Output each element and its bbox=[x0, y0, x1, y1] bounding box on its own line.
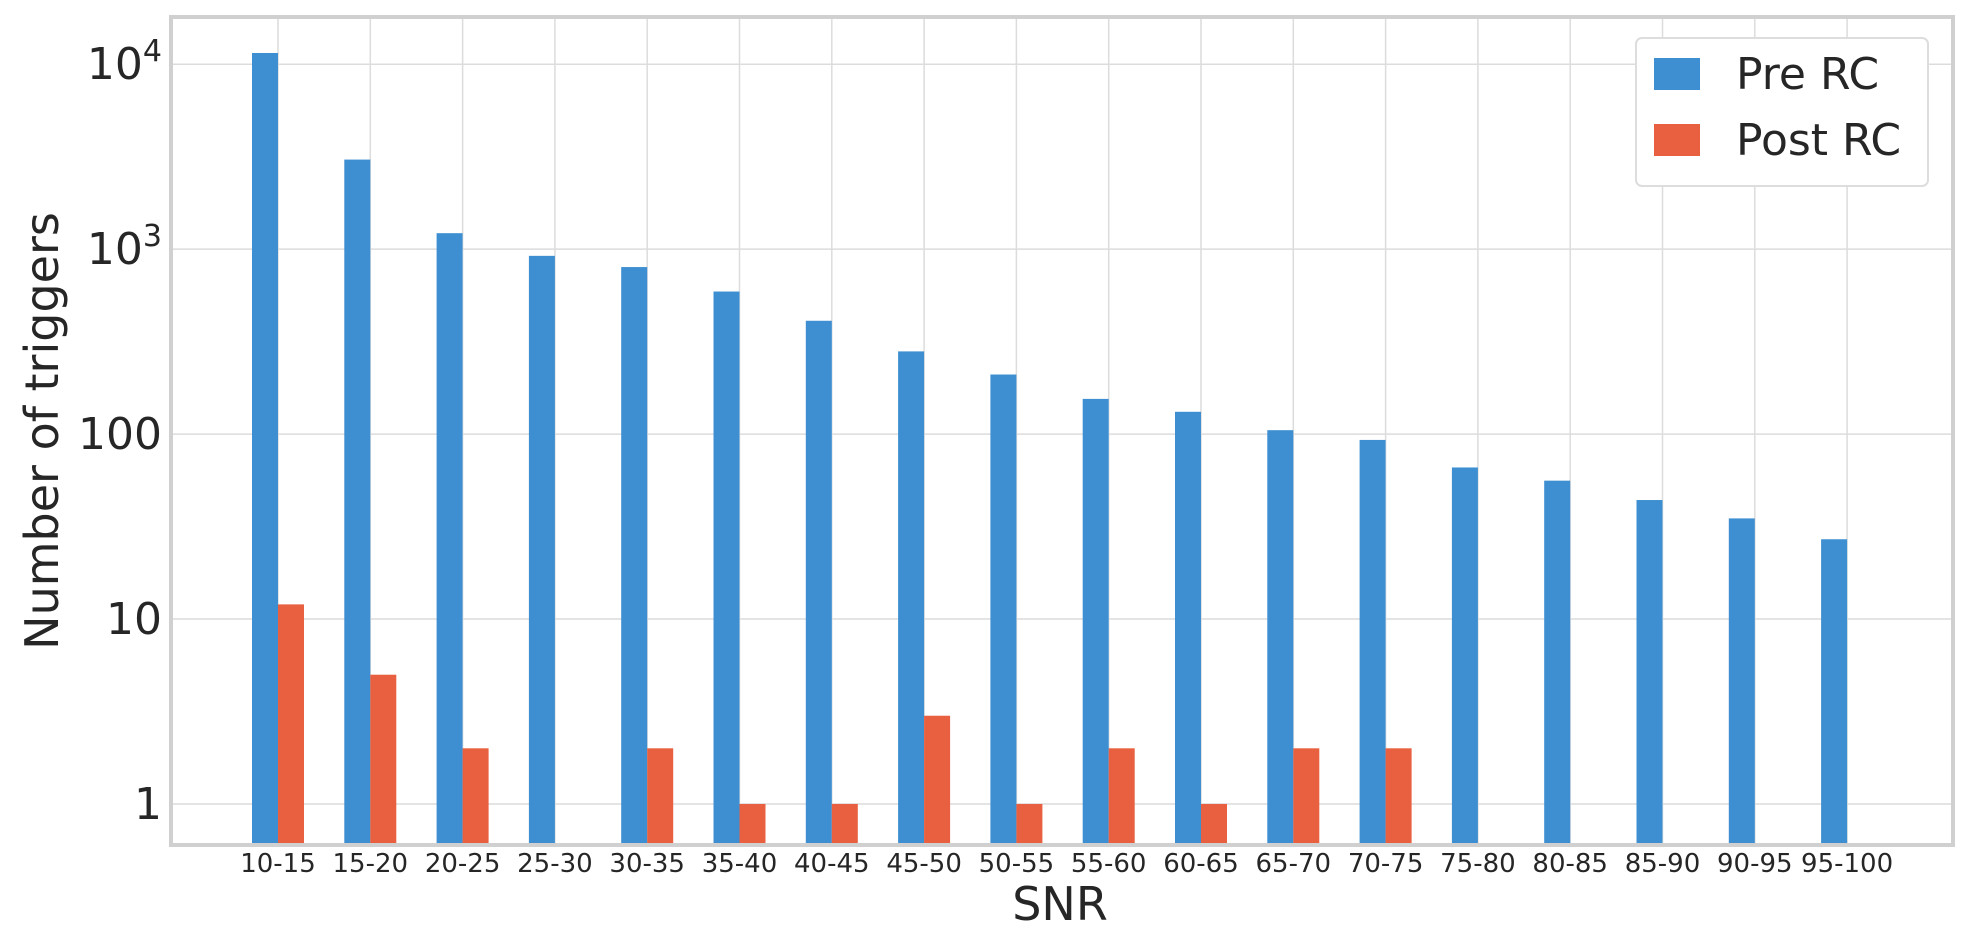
x-tick-label: 55-60 bbox=[1071, 849, 1147, 879]
x-tick-label: 60-65 bbox=[1163, 849, 1239, 879]
bar-post-rc-20-25 bbox=[462, 748, 489, 845]
bar-pre-rc-35-40 bbox=[713, 291, 740, 845]
x-tick-label: 50-55 bbox=[979, 849, 1055, 879]
legend-frame bbox=[1635, 37, 1929, 187]
bar-post-rc-15-20 bbox=[370, 674, 397, 845]
legend: Pre RC Post RC bbox=[1635, 37, 1929, 187]
bar-pre-rc-75-80 bbox=[1451, 467, 1478, 845]
bar-post-rc-40-45 bbox=[831, 803, 858, 845]
y-tick-label: 103 bbox=[87, 219, 162, 275]
y-tick-label: 104 bbox=[87, 34, 162, 90]
x-tick-label: 45-50 bbox=[886, 849, 962, 879]
y-tick-label: 1 bbox=[134, 779, 162, 830]
bar-post-rc-50-55 bbox=[1016, 803, 1043, 845]
x-tick-label: 30-35 bbox=[609, 849, 685, 879]
bar-pre-rc-40-45 bbox=[805, 320, 832, 845]
bar-pre-rc-55-60 bbox=[1082, 398, 1109, 845]
bar-pre-rc-25-30 bbox=[528, 255, 555, 845]
x-tick-label: 10-15 bbox=[240, 849, 316, 879]
bar-pre-rc-10-15 bbox=[252, 52, 278, 846]
bar-post-rc-35-40 bbox=[739, 803, 766, 845]
plot-frame bbox=[169, 15, 1955, 847]
x-tick-label: 25-30 bbox=[517, 849, 593, 879]
bar-pre-rc-45-50 bbox=[898, 351, 925, 845]
bar-pre-rc-15-20 bbox=[344, 159, 371, 846]
x-tick-label: 20-25 bbox=[425, 849, 501, 879]
x-tick-label: 40-45 bbox=[794, 849, 870, 879]
legend-label-post-rc: Post RC bbox=[1736, 115, 1901, 166]
bar-pre-rc-60-65 bbox=[1175, 411, 1201, 845]
bar-pre-rc-70-75 bbox=[1359, 439, 1386, 845]
x-tick-label: 65-70 bbox=[1256, 849, 1332, 879]
x-tick-label: 80-85 bbox=[1532, 849, 1608, 879]
bar-post-rc-65-70 bbox=[1293, 748, 1320, 845]
y-tick-labels: 1 10 100 103 104 bbox=[78, 34, 162, 830]
y-axis-label: Number of triggers bbox=[15, 212, 69, 650]
legend-swatch-post-rc bbox=[1654, 124, 1700, 156]
x-tick-label: 15-20 bbox=[333, 849, 409, 879]
x-tick-label: 70-75 bbox=[1348, 849, 1424, 879]
x-tick-label: 95-100 bbox=[1801, 849, 1893, 879]
bar-pre-rc-85-90 bbox=[1636, 500, 1663, 845]
x-tick-label: 85-90 bbox=[1625, 849, 1701, 879]
x-axis-label: SNR bbox=[1012, 877, 1108, 931]
bar-post-rc-45-50 bbox=[924, 715, 951, 845]
bar-pre-rc-65-70 bbox=[1267, 430, 1294, 845]
bar-pre-rc-95-100 bbox=[1821, 539, 1848, 845]
legend-label-pre-rc: Pre RC bbox=[1736, 49, 1879, 100]
x-tick-label: 90-95 bbox=[1717, 849, 1793, 879]
bar-post-rc-55-60 bbox=[1108, 748, 1135, 845]
bar-pre-rc-20-25 bbox=[436, 233, 463, 845]
bars bbox=[252, 52, 1848, 846]
bar-post-rc-60-65 bbox=[1201, 803, 1227, 845]
legend-swatch-pre-rc bbox=[1654, 58, 1700, 90]
bar-post-rc-70-75 bbox=[1385, 748, 1412, 845]
bar-pre-rc-80-85 bbox=[1544, 480, 1571, 845]
bar-pre-rc-30-35 bbox=[621, 267, 648, 845]
x-tick-labels: 10-15 15-20 20-25 25-30 30-35 35-40 40-45 45-50… bbox=[240, 849, 1893, 879]
y-tick-label: 10 bbox=[106, 594, 162, 645]
y-tick-label: 100 bbox=[78, 409, 162, 460]
bar-post-rc-10-15 bbox=[278, 604, 304, 845]
bar-pre-rc-50-55 bbox=[990, 374, 1017, 845]
bar-pre-rc-90-95 bbox=[1728, 518, 1755, 845]
bar-post-rc-30-35 bbox=[647, 748, 674, 845]
x-tick-label: 35-40 bbox=[702, 849, 778, 879]
x-tick-label: 75-80 bbox=[1440, 849, 1516, 879]
